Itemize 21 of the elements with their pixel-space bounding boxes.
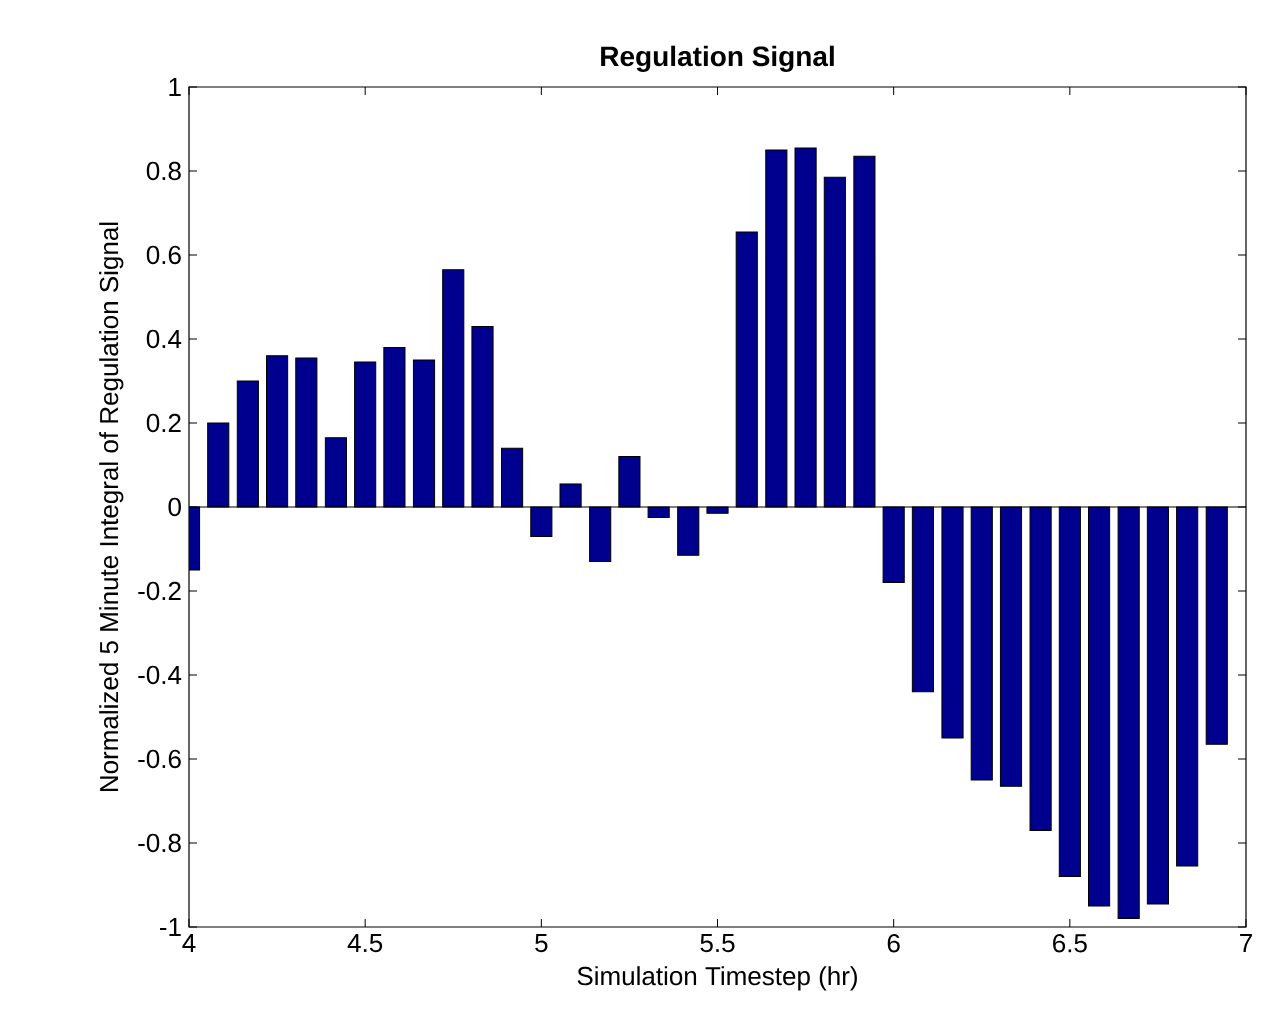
y-tick-label: -0.4 xyxy=(138,665,182,685)
x-tick-label: 4 xyxy=(182,934,196,952)
y-tick-label: 1 xyxy=(169,78,181,96)
chart-title: Regulation Signal xyxy=(601,45,834,72)
y-tick-label: -0.6 xyxy=(138,749,181,769)
y-tick-label: 0.6 xyxy=(146,245,181,265)
y-tick-label: 0.8 xyxy=(146,161,181,181)
y-tick-label: 0.2 xyxy=(146,413,181,433)
y-tick-label: -1 xyxy=(159,918,181,936)
x-tick-label: 4.5 xyxy=(347,934,383,953)
x-tick-label: 7 xyxy=(1240,934,1252,952)
x-tick-label: 6.5 xyxy=(1053,934,1087,953)
x-axis-title: Simulation Timestep (hr) xyxy=(577,966,857,991)
x-tick-label: 6 xyxy=(887,934,900,953)
y-tick-label: 0 xyxy=(168,497,181,517)
y-axis-title: Normalized 5 Minute Integral of Regulation Signal xyxy=(99,222,124,792)
y-tick-label: -0.2 xyxy=(138,581,181,601)
x-tick-label: 5 xyxy=(535,934,548,953)
y-tick-label: -0.8 xyxy=(138,833,181,853)
x-tick-label: 5.5 xyxy=(700,934,735,953)
y-tick-label: 0.4 xyxy=(146,329,182,349)
